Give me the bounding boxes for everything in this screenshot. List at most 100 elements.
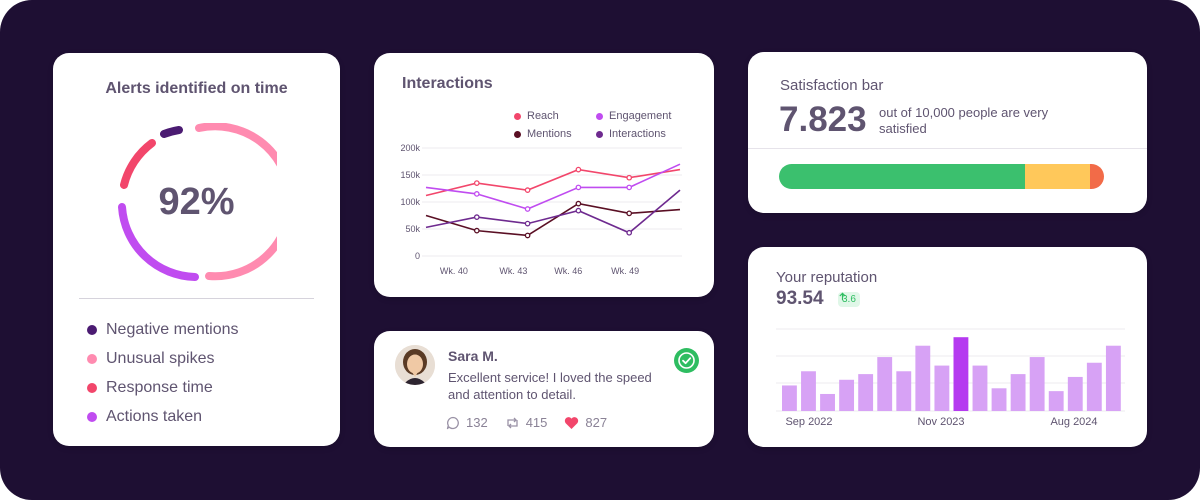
reputation-bar-chart: Sep 2022 Nov 2023 Aug 2024	[776, 328, 1125, 428]
legend-item-engagement: Engagement	[596, 108, 696, 124]
satisfaction-segment	[779, 164, 1026, 189]
legend-item-reach: Reach	[514, 108, 596, 124]
comment-count: 132	[466, 415, 488, 430]
legend-item-negative-mentions: Negative mentions	[87, 315, 239, 344]
donut-arc-response-time	[120, 139, 156, 189]
x-tick-label: Wk. 40	[440, 266, 468, 276]
legend-dot	[87, 353, 97, 364]
bar	[1010, 374, 1026, 411]
y-tick-label: 150k	[400, 170, 420, 180]
legend-label: Actions taken	[106, 407, 203, 425]
satisfaction-divider	[748, 148, 1147, 149]
legend-label: Interactions	[609, 128, 666, 140]
data-point	[524, 187, 531, 193]
donut-arc-negative-mentions	[160, 126, 183, 138]
reputation-value: 93.54	[776, 288, 824, 309]
legend-item-interactions: Interactions	[596, 126, 696, 142]
y-tick-label: 0	[415, 251, 420, 261]
data-point	[473, 227, 480, 234]
review-card: Sara M. Excellent service! I loved the s…	[374, 331, 714, 447]
satisfaction-bar	[779, 164, 1104, 189]
bar	[782, 385, 797, 411]
repost-stat[interactable]: 415	[505, 415, 548, 430]
x-tick-label: Nov 2023	[917, 416, 964, 428]
x-tick-label: Sep 2022	[785, 416, 832, 428]
review-text: Excellent service! I loved the speed and…	[448, 370, 652, 402]
avatar-image	[395, 345, 435, 385]
reviewer-name: Sara M.	[448, 348, 498, 364]
data-point	[575, 184, 582, 191]
bar	[1029, 357, 1045, 411]
series-line	[425, 168, 681, 197]
legend-dot	[596, 112, 603, 120]
data-point	[626, 174, 633, 181]
bar	[1067, 376, 1083, 411]
alerts-divider	[79, 298, 314, 299]
legend-dot	[87, 411, 97, 422]
legend-item-mentions: Mentions	[514, 126, 596, 142]
data-point	[524, 220, 531, 227]
legend-dot	[514, 130, 521, 138]
legend-dot	[514, 112, 521, 120]
bar	[877, 357, 893, 411]
legend-item-response-time: Response time	[87, 373, 239, 402]
interactions-title: Interactions	[402, 75, 493, 92]
repost-count: 415	[525, 415, 548, 430]
comment-stat[interactable]: 132	[446, 415, 488, 430]
like-count: 827	[585, 415, 608, 430]
bar	[934, 365, 950, 411]
satisfaction-segment	[1025, 164, 1091, 189]
series-line	[425, 163, 681, 210]
data-point	[575, 207, 582, 214]
legend-dot	[596, 130, 603, 138]
donut-arc-actions-taken	[118, 203, 199, 281]
bar	[858, 374, 874, 411]
arrow-up-icon	[839, 292, 846, 300]
data-point	[575, 166, 582, 173]
interactions-card: 0 50k 100k 150k 200k Wk. 40 Wk. 43 Wk. 46 Wk. 49…	[374, 53, 714, 297]
satisfaction-card: Satisfaction bar 7.823 out of 10,000 peo…	[748, 52, 1147, 213]
bar	[915, 345, 931, 411]
legend-label: Mentions	[527, 128, 572, 140]
bar	[820, 393, 835, 411]
legend-label: Response time	[106, 378, 213, 396]
interactions-legend: Reach Engagement Mentions Interactions	[514, 108, 704, 142]
data-point	[524, 206, 531, 212]
data-point	[524, 232, 531, 239]
data-point	[575, 200, 582, 207]
reputation-delta-badge: 3.6	[838, 292, 860, 307]
series-line	[425, 189, 681, 234]
legend-dot	[87, 324, 97, 335]
reputation-title: Your reputation	[776, 269, 878, 286]
repost-icon	[507, 417, 518, 428]
data-point	[626, 184, 633, 191]
x-tick-label: Wk. 43	[499, 266, 527, 276]
alerts-title: Alerts identified on time	[105, 80, 288, 97]
bar	[1048, 391, 1064, 411]
data-point	[626, 229, 633, 236]
reputation-card: Sep 2022 Nov 2023 Aug 2024 Your reputation…	[748, 247, 1147, 447]
satisfaction-title: Satisfaction bar	[780, 77, 884, 94]
legend-label: Reach	[527, 110, 559, 122]
data-point	[473, 214, 480, 220]
interactions-line-chart: 0 50k 100k 150k 200k Wk. 40 Wk. 43 Wk. 46 Wk. 49	[400, 143, 682, 276]
bar	[1105, 345, 1121, 411]
alerts-percent: 92%	[158, 181, 235, 223]
like-stat[interactable]: 827	[564, 415, 607, 430]
x-tick-label: Wk. 49	[611, 266, 639, 276]
heart-icon	[565, 416, 579, 429]
bar	[1086, 362, 1102, 411]
legend-item-actions-taken: Actions taken	[87, 402, 239, 431]
bar	[991, 388, 1007, 411]
satisfaction-segment	[1090, 164, 1104, 189]
legend-label: Unusual spikes	[106, 349, 215, 367]
satisfaction-value: 7.823	[779, 100, 867, 139]
alerts-card: Alerts identified on time 92% Negative m…	[53, 53, 340, 446]
legend-dot	[87, 382, 97, 393]
verified-check-icon	[674, 348, 699, 373]
data-point	[626, 210, 633, 217]
y-tick-label: 50k	[405, 224, 420, 234]
donut-arc-unusual-spikes	[195, 123, 277, 281]
comment-icon	[446, 416, 459, 429]
data-point	[473, 180, 480, 186]
